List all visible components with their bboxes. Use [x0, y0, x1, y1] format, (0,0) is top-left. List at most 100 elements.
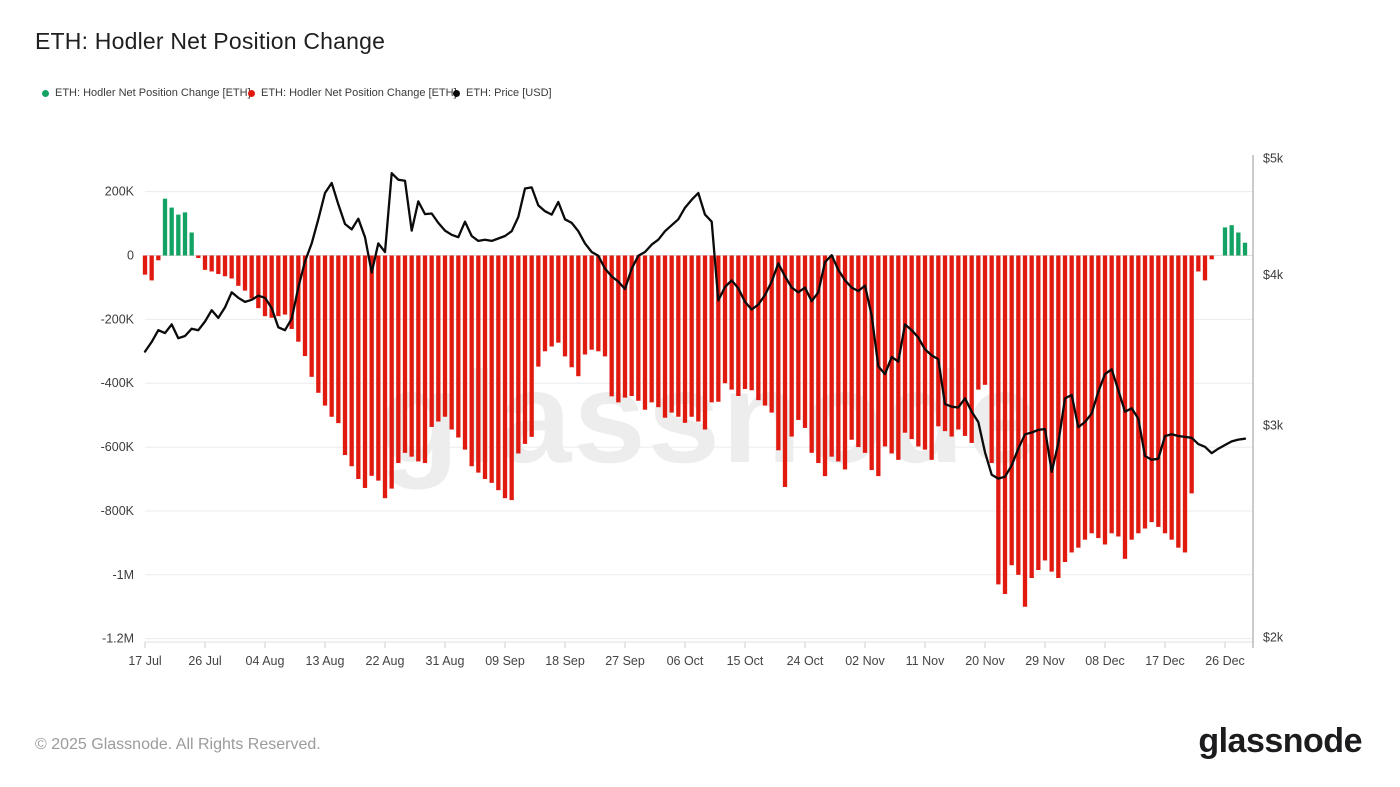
bar[interactable] [849, 255, 854, 440]
bar[interactable] [1069, 255, 1074, 553]
bar[interactable] [502, 255, 508, 499]
bar[interactable] [149, 255, 154, 281]
bar[interactable] [1202, 255, 1208, 281]
bar[interactable] [329, 255, 334, 417]
bar[interactable] [449, 255, 454, 430]
bar[interactable] [1229, 225, 1234, 256]
bar[interactable] [556, 255, 561, 343]
bar[interactable] [996, 255, 1001, 585]
bar[interactable] [836, 255, 841, 462]
bar[interactable] [456, 255, 461, 438]
bar[interactable] [489, 255, 494, 483]
bar[interactable] [389, 255, 394, 489]
legend-item-hodler-positive[interactable]: ETH: Hodler Net Position Change [ETH] [42, 87, 251, 99]
bar[interactable] [982, 255, 988, 385]
bar[interactable] [1009, 255, 1014, 566]
bar[interactable] [1129, 255, 1134, 540]
bar[interactable] [976, 255, 981, 390]
bar[interactable] [1102, 255, 1108, 545]
bar[interactable] [1182, 255, 1188, 553]
bar[interactable] [1109, 255, 1114, 534]
bar[interactable] [676, 255, 681, 417]
bar[interactable] [816, 255, 821, 464]
bar[interactable] [1089, 255, 1094, 534]
bar[interactable] [1082, 255, 1088, 540]
bar[interactable] [176, 214, 181, 256]
bar[interactable] [549, 255, 554, 347]
bar[interactable] [856, 255, 861, 448]
bar[interactable] [742, 255, 748, 389]
bar[interactable] [1222, 227, 1228, 256]
bar[interactable] [156, 255, 161, 261]
bar[interactable] [909, 255, 914, 440]
bar[interactable] [716, 255, 721, 402]
bar[interactable] [796, 255, 801, 420]
bar[interactable] [916, 255, 921, 447]
bar[interactable] [1169, 255, 1174, 540]
bar[interactable] [969, 255, 974, 443]
bar[interactable] [536, 255, 541, 367]
bar[interactable] [862, 255, 868, 453]
bar[interactable] [902, 255, 908, 433]
bar[interactable] [576, 255, 581, 377]
bar[interactable] [1056, 255, 1061, 579]
hodler-net-position-bars[interactable] [142, 198, 1248, 607]
bar[interactable] [482, 255, 488, 480]
bar[interactable] [736, 255, 741, 396]
bar[interactable] [222, 255, 228, 277]
bar[interactable] [496, 255, 501, 491]
bar[interactable] [209, 255, 214, 272]
bar[interactable] [649, 255, 654, 403]
bar[interactable] [1189, 255, 1194, 494]
bar[interactable] [229, 255, 234, 279]
bar[interactable] [409, 255, 414, 457]
bar[interactable] [1149, 255, 1154, 523]
bar[interactable] [682, 255, 688, 423]
bar[interactable] [616, 255, 621, 403]
bar[interactable] [529, 255, 534, 437]
bar[interactable] [809, 255, 814, 453]
bar[interactable] [189, 232, 194, 256]
bar[interactable] [216, 255, 221, 275]
legend-item-hodler-negative[interactable]: ETH: Hodler Net Position Change [ETH] [248, 87, 457, 99]
bar[interactable] [602, 255, 608, 357]
bar[interactable] [276, 255, 281, 317]
bar[interactable] [1036, 255, 1041, 571]
bar[interactable] [829, 255, 834, 457]
bar[interactable] [842, 255, 848, 470]
bar[interactable] [609, 255, 614, 397]
bar[interactable] [1096, 255, 1101, 539]
bar[interactable] [262, 255, 268, 317]
bar[interactable] [1209, 255, 1214, 260]
bar[interactable] [249, 255, 254, 299]
price-line[interactable] [143, 172, 1247, 480]
bar[interactable] [962, 255, 968, 436]
bar[interactable] [562, 255, 568, 357]
bar[interactable] [1049, 255, 1054, 572]
bar[interactable] [949, 255, 954, 437]
bar[interactable] [709, 255, 714, 403]
bar[interactable] [1242, 242, 1248, 256]
bar[interactable] [182, 212, 188, 256]
bar[interactable] [282, 255, 288, 315]
bar[interactable] [869, 255, 874, 471]
bar[interactable] [256, 255, 261, 309]
bar[interactable] [462, 255, 468, 450]
bar[interactable] [762, 255, 768, 406]
bar[interactable] [1122, 255, 1128, 559]
bar[interactable] [749, 255, 754, 391]
bar[interactable] [1042, 255, 1048, 561]
bar[interactable] [342, 255, 348, 456]
bar[interactable] [689, 255, 694, 417]
bar[interactable] [416, 255, 421, 462]
bar[interactable] [269, 255, 274, 318]
bar[interactable] [696, 255, 701, 422]
bar[interactable] [469, 255, 474, 467]
bar[interactable] [822, 255, 828, 477]
bar[interactable] [1162, 255, 1168, 534]
bar[interactable] [1022, 255, 1028, 607]
bar[interactable] [802, 255, 808, 428]
bar[interactable] [1136, 255, 1141, 534]
bar[interactable] [169, 207, 174, 256]
legend-item-price[interactable]: ETH: Price [USD] [453, 87, 552, 99]
